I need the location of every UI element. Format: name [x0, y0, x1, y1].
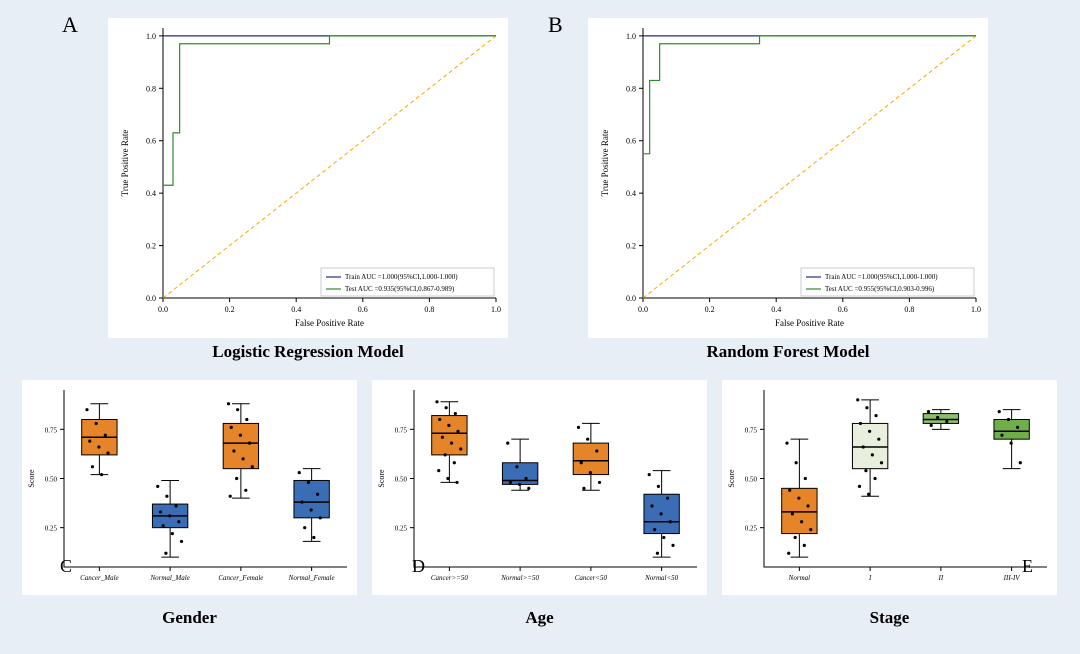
- roc-panel-b: 0.00.0 0.2 0.2 0.4 0.4 0.6 0.6 0.8 0.8 1.0 1.0 Fals…: [588, 18, 988, 338]
- panel-label-b: B: [548, 12, 563, 38]
- panel-label-e: E: [1022, 556, 1033, 577]
- box-panel-c: 0.25 0.50 0.75 Score Cancer_Male Normal_Male C…: [22, 380, 357, 595]
- svg-text:Test AUC =0.935(95%CI,0.867-0.: Test AUC =0.935(95%CI,0.867-0.989): [345, 285, 455, 293]
- boxplot-e: 0.250.500.75ScoreNormalIIIIII-IV: [722, 380, 1057, 595]
- svg-text:Normal_Male: Normal_Male: [149, 574, 189, 582]
- svg-text:Normal: Normal: [788, 574, 810, 582]
- svg-text:Train AUC =1.000(95%CI,1.000-1: Train AUC =1.000(95%CI,1.000-1.000): [825, 273, 938, 281]
- svg-text:III-IV: III-IV: [1003, 574, 1021, 582]
- svg-text:Cancer_Male: Cancer_Male: [80, 574, 119, 582]
- roc-panel-a: 0.00.0 0.2 0.2 0.4 0.4 0.6 0.6 0.8 0.8 1.0 1.0 Fals…: [108, 18, 508, 338]
- svg-text:0.6: 0.6: [358, 305, 368, 314]
- svg-text:Cancer>=50: Cancer>=50: [431, 574, 469, 582]
- boxplot-c: 0.25 0.50 0.75 Score Cancer_Male Normal_Male C…: [22, 380, 357, 595]
- panel-label-d: D: [412, 556, 425, 577]
- svg-text:False Positive Rate: False Positive Rate: [295, 318, 364, 328]
- svg-text:I: I: [868, 574, 872, 582]
- roc-chart-a: 0.00.0 0.2 0.2 0.4 0.4 0.6 0.6 0.8 0.8 1.0 1.0 Fals…: [108, 18, 508, 338]
- svg-text:0.75: 0.75: [395, 426, 408, 434]
- svg-text:0.75: 0.75: [45, 426, 58, 434]
- svg-text:0.8: 0.8: [626, 84, 636, 93]
- svg-text:0.75: 0.75: [745, 426, 758, 434]
- svg-text:0.25: 0.25: [45, 525, 58, 533]
- svg-text:0.2: 0.2: [146, 242, 156, 251]
- svg-text:0.2: 0.2: [225, 305, 235, 314]
- title-c: Gender: [22, 608, 357, 628]
- svg-text:0.8: 0.8: [424, 305, 434, 314]
- title-d: Age: [372, 608, 707, 628]
- svg-text:Cancer_Female: Cancer_Female: [218, 574, 263, 582]
- svg-text:0.8: 0.8: [904, 305, 914, 314]
- svg-text:0.25: 0.25: [745, 525, 758, 533]
- svg-text:0.8: 0.8: [146, 84, 156, 93]
- svg-text:1.0: 1.0: [626, 32, 636, 41]
- svg-text:0.0: 0.0: [146, 294, 156, 303]
- svg-text:Score: Score: [727, 469, 736, 488]
- title-a: Logistic Regression Model: [108, 342, 508, 362]
- box-panel-e: 0.250.500.75ScoreNormalIIIIII-IV: [722, 380, 1057, 595]
- svg-text:Normal_Female: Normal_Female: [288, 574, 335, 582]
- svg-text:0.2: 0.2: [705, 305, 715, 314]
- svg-text:0.50: 0.50: [745, 476, 758, 484]
- svg-text:0.50: 0.50: [395, 476, 408, 484]
- svg-text:0.4: 0.4: [771, 305, 781, 314]
- svg-text:Normal>=50: Normal>=50: [500, 574, 539, 582]
- svg-text:True Positive Rate: True Positive Rate: [600, 130, 610, 197]
- svg-text:0.0: 0.0: [638, 305, 648, 314]
- svg-text:0.6: 0.6: [146, 137, 156, 146]
- roc-chart-b: 0.00.0 0.2 0.2 0.4 0.4 0.6 0.6 0.8 0.8 1.0 1.0 Fals…: [588, 18, 988, 338]
- svg-text:0.4: 0.4: [626, 189, 636, 198]
- svg-text:Normal<50: Normal<50: [644, 574, 679, 582]
- svg-text:1.0: 1.0: [971, 305, 981, 314]
- svg-text:Train AUC =1.000(95%CI,1.000-1: Train AUC =1.000(95%CI,1.000-1.000): [345, 273, 458, 281]
- svg-text:1.0: 1.0: [491, 305, 501, 314]
- svg-text:Score: Score: [377, 469, 386, 488]
- svg-text:0.4: 0.4: [291, 305, 301, 314]
- svg-text:0.6: 0.6: [838, 305, 848, 314]
- title-b: Random Forest Model: [588, 342, 988, 362]
- svg-text:0.2: 0.2: [626, 242, 636, 251]
- svg-text:True Positive Rate: True Positive Rate: [120, 130, 130, 197]
- title-e: Stage: [722, 608, 1057, 628]
- svg-text:0.25: 0.25: [395, 525, 408, 533]
- svg-text:0.0: 0.0: [158, 305, 168, 314]
- svg-text:Cancer<50: Cancer<50: [575, 574, 608, 582]
- svg-text:0.4: 0.4: [146, 189, 156, 198]
- svg-text:Score: Score: [27, 469, 36, 488]
- panel-label-c: C: [60, 556, 72, 577]
- svg-text:II: II: [938, 574, 944, 582]
- svg-text:0.6: 0.6: [626, 137, 636, 146]
- svg-text:0.0: 0.0: [626, 294, 636, 303]
- svg-text:Test AUC =0.955(95%CI,0.903-0.: Test AUC =0.955(95%CI,0.903-0.996): [825, 285, 935, 293]
- svg-text:0.50: 0.50: [45, 476, 58, 484]
- svg-text:False Positive Rate: False Positive Rate: [775, 318, 844, 328]
- panel-label-a: A: [62, 12, 78, 38]
- svg-text:1.0: 1.0: [146, 32, 156, 41]
